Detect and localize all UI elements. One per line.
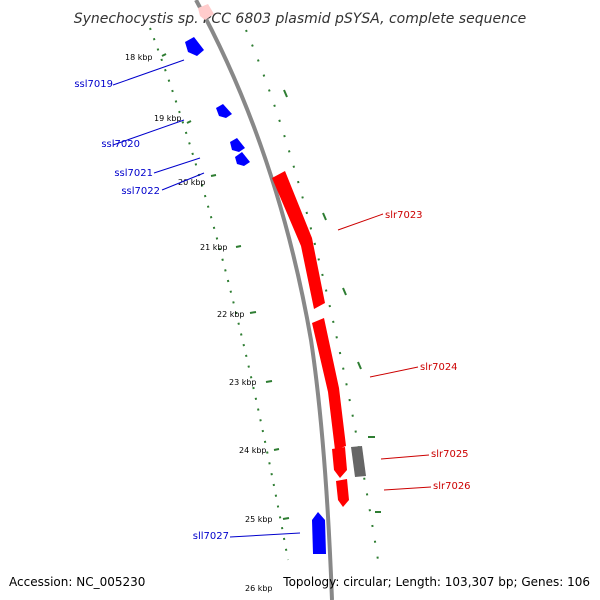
gene-slr7023[interactable] xyxy=(272,171,325,309)
gene-label[interactable]: slr7023 xyxy=(385,210,423,221)
accession-text: Accession: NC_005230 xyxy=(9,575,145,589)
gene-ssl7020[interactable] xyxy=(216,104,232,118)
backbone-arc xyxy=(194,0,334,600)
gene-label[interactable]: ssl7021 xyxy=(114,168,153,179)
kbp-label: 24 kbp xyxy=(239,446,267,455)
map-title: Synechocystis sp. PCC 6803 plasmid pSYSA… xyxy=(74,11,527,27)
gene-ssl7022[interactable] xyxy=(235,152,250,166)
major-ticks xyxy=(161,53,290,520)
kbp-label: 20 kbp xyxy=(178,178,206,187)
kbp-label: 23 kbp xyxy=(229,378,257,387)
kbp-label: 18 kbp xyxy=(125,53,153,62)
gene-slr7024[interactable] xyxy=(312,318,346,450)
kbp-label: 22 kbp xyxy=(217,310,245,319)
gene-feature-faint xyxy=(198,4,214,20)
leader-lines xyxy=(112,59,432,538)
gene-label[interactable]: slr7026 xyxy=(433,481,471,492)
gene-label[interactable]: ssl7020 xyxy=(101,139,140,150)
gene-slr7025[interactable] xyxy=(332,447,347,478)
gene-labels: ssl7019 ssl7020 ssl7021 ssl7022 slr7023 … xyxy=(74,79,470,542)
kbp-label: 21 kbp xyxy=(200,243,228,252)
gene-label[interactable]: sll7027 xyxy=(193,531,229,542)
scale-labels: 18 kbp 19 kbp 20 kbp 21 kbp 22 kbp 23 kb… xyxy=(125,53,273,593)
kbp-label: 19 kbp xyxy=(154,114,182,123)
feature-gray xyxy=(351,446,366,477)
kbp-label: 25 kbp xyxy=(245,515,273,524)
kbp-label: 26 kbp xyxy=(245,584,273,593)
gene-label[interactable]: ssl7019 xyxy=(74,79,113,90)
outer-major-ticks xyxy=(283,89,381,513)
gene-ssl7021[interactable] xyxy=(230,138,245,152)
gene-slr7026[interactable] xyxy=(336,479,349,507)
gene-label[interactable]: slr7024 xyxy=(420,362,458,373)
gene-sll7027[interactable] xyxy=(312,512,326,554)
gene-label[interactable]: slr7025 xyxy=(431,449,469,460)
gene-ssl7019[interactable] xyxy=(185,37,204,56)
gene-label[interactable]: ssl7022 xyxy=(121,186,160,197)
inner-tick-track xyxy=(149,27,289,561)
summary-text: Topology: circular; Length: 103,307 bp; … xyxy=(282,575,590,589)
